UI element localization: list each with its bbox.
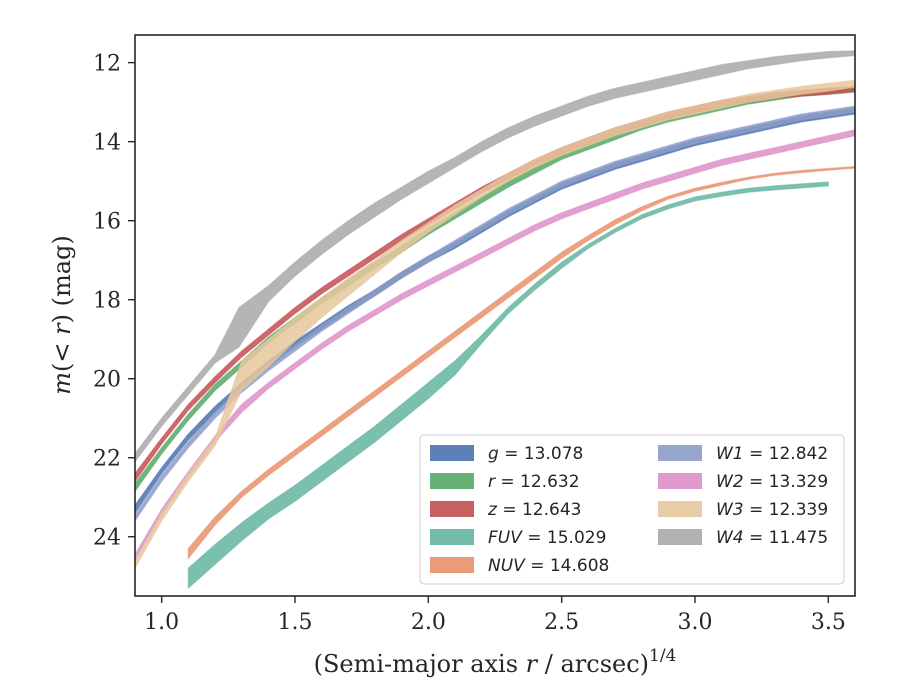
legend-swatch-g [430, 445, 474, 461]
legend-label-w4: W4 = 11.475 [716, 528, 828, 548]
x-tick-label: 1.5 [278, 610, 313, 635]
series-band-w1 [135, 105, 855, 522]
y-tick-label: 24 [93, 526, 121, 551]
legend-label-g: g = 13.078 [488, 444, 583, 464]
y-tick-label: 12 [93, 52, 121, 77]
y-axis-label: m(< r) (mag) [48, 235, 76, 395]
legend-swatch-w4 [658, 529, 702, 545]
x-tick-label: 3.5 [811, 610, 846, 635]
legend-label-w3: W3 = 12.339 [716, 500, 828, 520]
legend-label-nuv: NUV = 14.608 [488, 556, 609, 576]
series-band-z [135, 85, 855, 483]
series-band-nuv [187, 165, 855, 561]
legend-swatch-z [430, 501, 474, 517]
legend-label-z: z = 12.643 [487, 500, 581, 520]
x-tick-label: 2.5 [544, 610, 579, 635]
y-tick-label: 22 [93, 447, 121, 472]
legend-label-r: r = 12.632 [488, 472, 580, 492]
ticks-layer: 1.0 1.5 2.0 2.5 3.0 3.5 12 14 16 18 20 22 24 [93, 52, 846, 635]
x-axis-label: (Semi-major axis r / arcsec)1/4 [314, 646, 677, 678]
legend-label-w1: W1 = 12.842 [716, 444, 828, 464]
y-tick-label: 20 [93, 368, 121, 393]
legend-box [419, 434, 845, 585]
y-tick-label: 16 [93, 210, 121, 235]
legend-swatch-w1 [658, 445, 702, 461]
series-band-w2 [135, 129, 855, 562]
y-tick-label: 18 [93, 289, 121, 314]
legend-swatch-r [430, 473, 474, 489]
series-band-fuv [187, 181, 829, 590]
legend-label-w2: W2 = 13.329 [716, 472, 828, 492]
legend-swatch-nuv [430, 557, 474, 573]
x-tick-label: 1.0 [144, 610, 179, 635]
series-band-w3 [135, 79, 855, 570]
legend-swatch-fuv [430, 529, 474, 545]
legend-label-fuv: FUV = 15.029 [488, 528, 606, 548]
legend: g = 13.078 r = 12.632 z = 12.643 FUV = 15.0… [419, 434, 845, 585]
y-tick-label: 14 [93, 131, 121, 156]
series-band-w4 [135, 50, 855, 463]
x-tick-label: 2.0 [411, 610, 446, 635]
series-layer [135, 50, 855, 590]
x-tick-label: 3.0 [678, 610, 713, 635]
legend-swatch-w2 [658, 473, 702, 489]
plot-frame [134, 34, 856, 597]
legend-swatch-w3 [658, 501, 702, 517]
